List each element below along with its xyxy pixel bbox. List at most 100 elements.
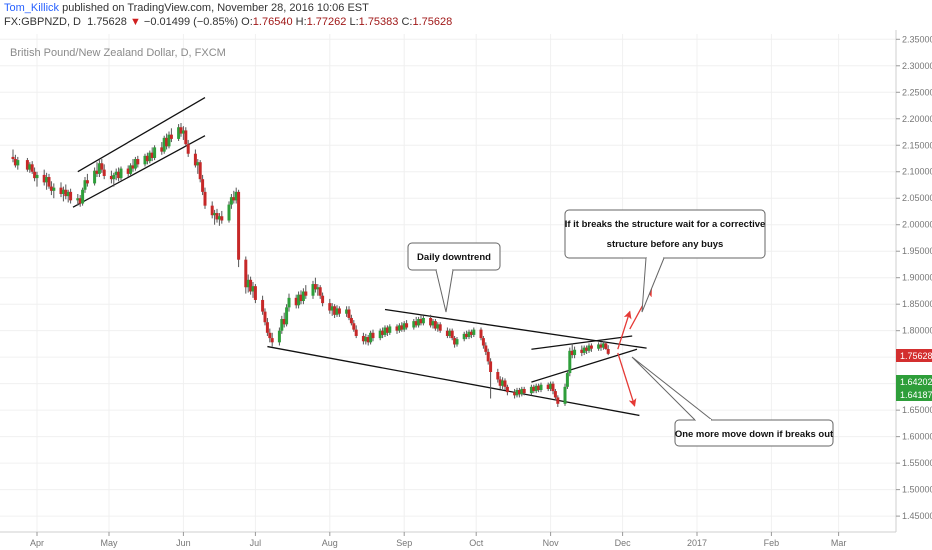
candle-body	[297, 294, 301, 306]
candle-body	[563, 386, 567, 404]
candle-body	[414, 321, 418, 326]
candle-body	[337, 308, 341, 314]
chart-title: British Pound/New Zealand Dollar, D, FXC…	[10, 47, 226, 59]
candle-body	[450, 330, 454, 339]
candle-body	[453, 338, 457, 345]
y-tick-label: 1.90000	[902, 273, 932, 283]
arrow-up-1	[617, 310, 632, 350]
candle-body	[280, 319, 284, 331]
candle-body	[287, 297, 291, 308]
x-tick-label: May	[100, 538, 118, 548]
candle-body	[153, 147, 157, 158]
published-text: published on TradingView.com, November 2…	[62, 2, 369, 14]
callout-text: Daily downtrend	[417, 252, 491, 263]
candle-body	[201, 179, 205, 192]
candle-body	[481, 338, 485, 346]
candle-body	[455, 339, 459, 345]
candle-body	[253, 286, 257, 300]
candle-body	[186, 144, 190, 154]
last-price: 1.75628	[87, 16, 127, 28]
candle-body	[585, 347, 589, 351]
candle-body	[347, 309, 351, 318]
candle-body	[220, 216, 224, 221]
candle-body	[361, 335, 365, 342]
candle-body	[318, 287, 322, 296]
candle-body	[580, 349, 584, 353]
candle-body	[335, 308, 339, 315]
candle-body	[114, 171, 118, 175]
candle-body	[436, 324, 440, 329]
candle-body	[261, 299, 265, 312]
candle-body	[210, 205, 214, 216]
candle-body	[95, 170, 99, 174]
candle-body	[49, 186, 53, 191]
candle-body	[349, 317, 353, 324]
candle-body	[100, 163, 104, 170]
callout-breakout-wait: If it breaks the structure wait for a co…	[564, 209, 766, 313]
candle-body	[419, 319, 423, 324]
candle-body	[83, 180, 87, 190]
candle-body	[551, 383, 555, 392]
candle-body	[354, 329, 358, 336]
candle-body	[505, 386, 509, 393]
candle-body	[486, 351, 490, 362]
candle-body	[301, 291, 305, 302]
callout-box	[674, 419, 834, 447]
y-tick-label: 1.55000	[902, 458, 932, 468]
candle-body	[78, 198, 82, 204]
candle-body	[265, 322, 269, 333]
candle-body	[385, 327, 389, 333]
x-tick-label: Sep	[396, 538, 412, 548]
candle-body	[181, 130, 185, 134]
x-tick-label: Jun	[176, 538, 191, 548]
candle-body	[129, 165, 133, 174]
y-tick-label: 1.45000	[902, 511, 932, 521]
candle-body	[534, 385, 538, 392]
candle-body	[109, 175, 113, 180]
author-link[interactable]: Tom_Killick	[4, 2, 60, 14]
candle-body	[397, 325, 401, 331]
open-value: 1.76540	[252, 16, 293, 28]
candle-body	[366, 337, 370, 343]
candle-body	[136, 159, 140, 165]
candle-body	[16, 160, 20, 166]
candle-body	[378, 330, 382, 339]
candle-body	[35, 174, 39, 179]
candle-body	[61, 189, 65, 194]
callout-move-down: One more move down if breaks out	[631, 356, 834, 447]
price-badge-label: 1.64187	[900, 390, 932, 400]
candle-body	[469, 331, 473, 335]
y-tick-label: 2.35000	[902, 34, 932, 44]
y-tick-label: 1.60000	[902, 432, 932, 442]
candle-body	[162, 137, 166, 152]
trendline-recent-range-upper	[531, 335, 633, 350]
candle-body	[148, 152, 152, 162]
candle-body	[417, 319, 421, 326]
trendline-early-channel-upper	[77, 97, 206, 173]
candle-body	[328, 303, 332, 311]
candle-body	[285, 307, 289, 325]
candle-body	[313, 284, 317, 290]
callout-text: One more move down if breaks out	[675, 429, 834, 440]
callout-daily-downtrend: Daily downtrend	[407, 242, 501, 313]
candle-body	[28, 164, 32, 170]
candle-body	[251, 286, 255, 292]
candle-body	[126, 168, 130, 174]
candle-body	[76, 198, 80, 201]
candle-body	[69, 191, 73, 201]
callout-tail	[631, 356, 713, 421]
candle-body	[587, 345, 591, 351]
candle-body	[215, 213, 219, 220]
x-tick-label: Oct	[469, 538, 484, 548]
candle-body	[402, 323, 406, 330]
candle-body	[217, 216, 221, 220]
candle-body	[169, 134, 173, 139]
candle-body	[249, 279, 253, 292]
candle-body	[184, 130, 188, 145]
candle-body	[479, 329, 483, 339]
candle-body	[117, 171, 121, 179]
price-badge	[896, 375, 932, 388]
candle-body	[433, 321, 437, 329]
candle-body	[52, 187, 56, 191]
